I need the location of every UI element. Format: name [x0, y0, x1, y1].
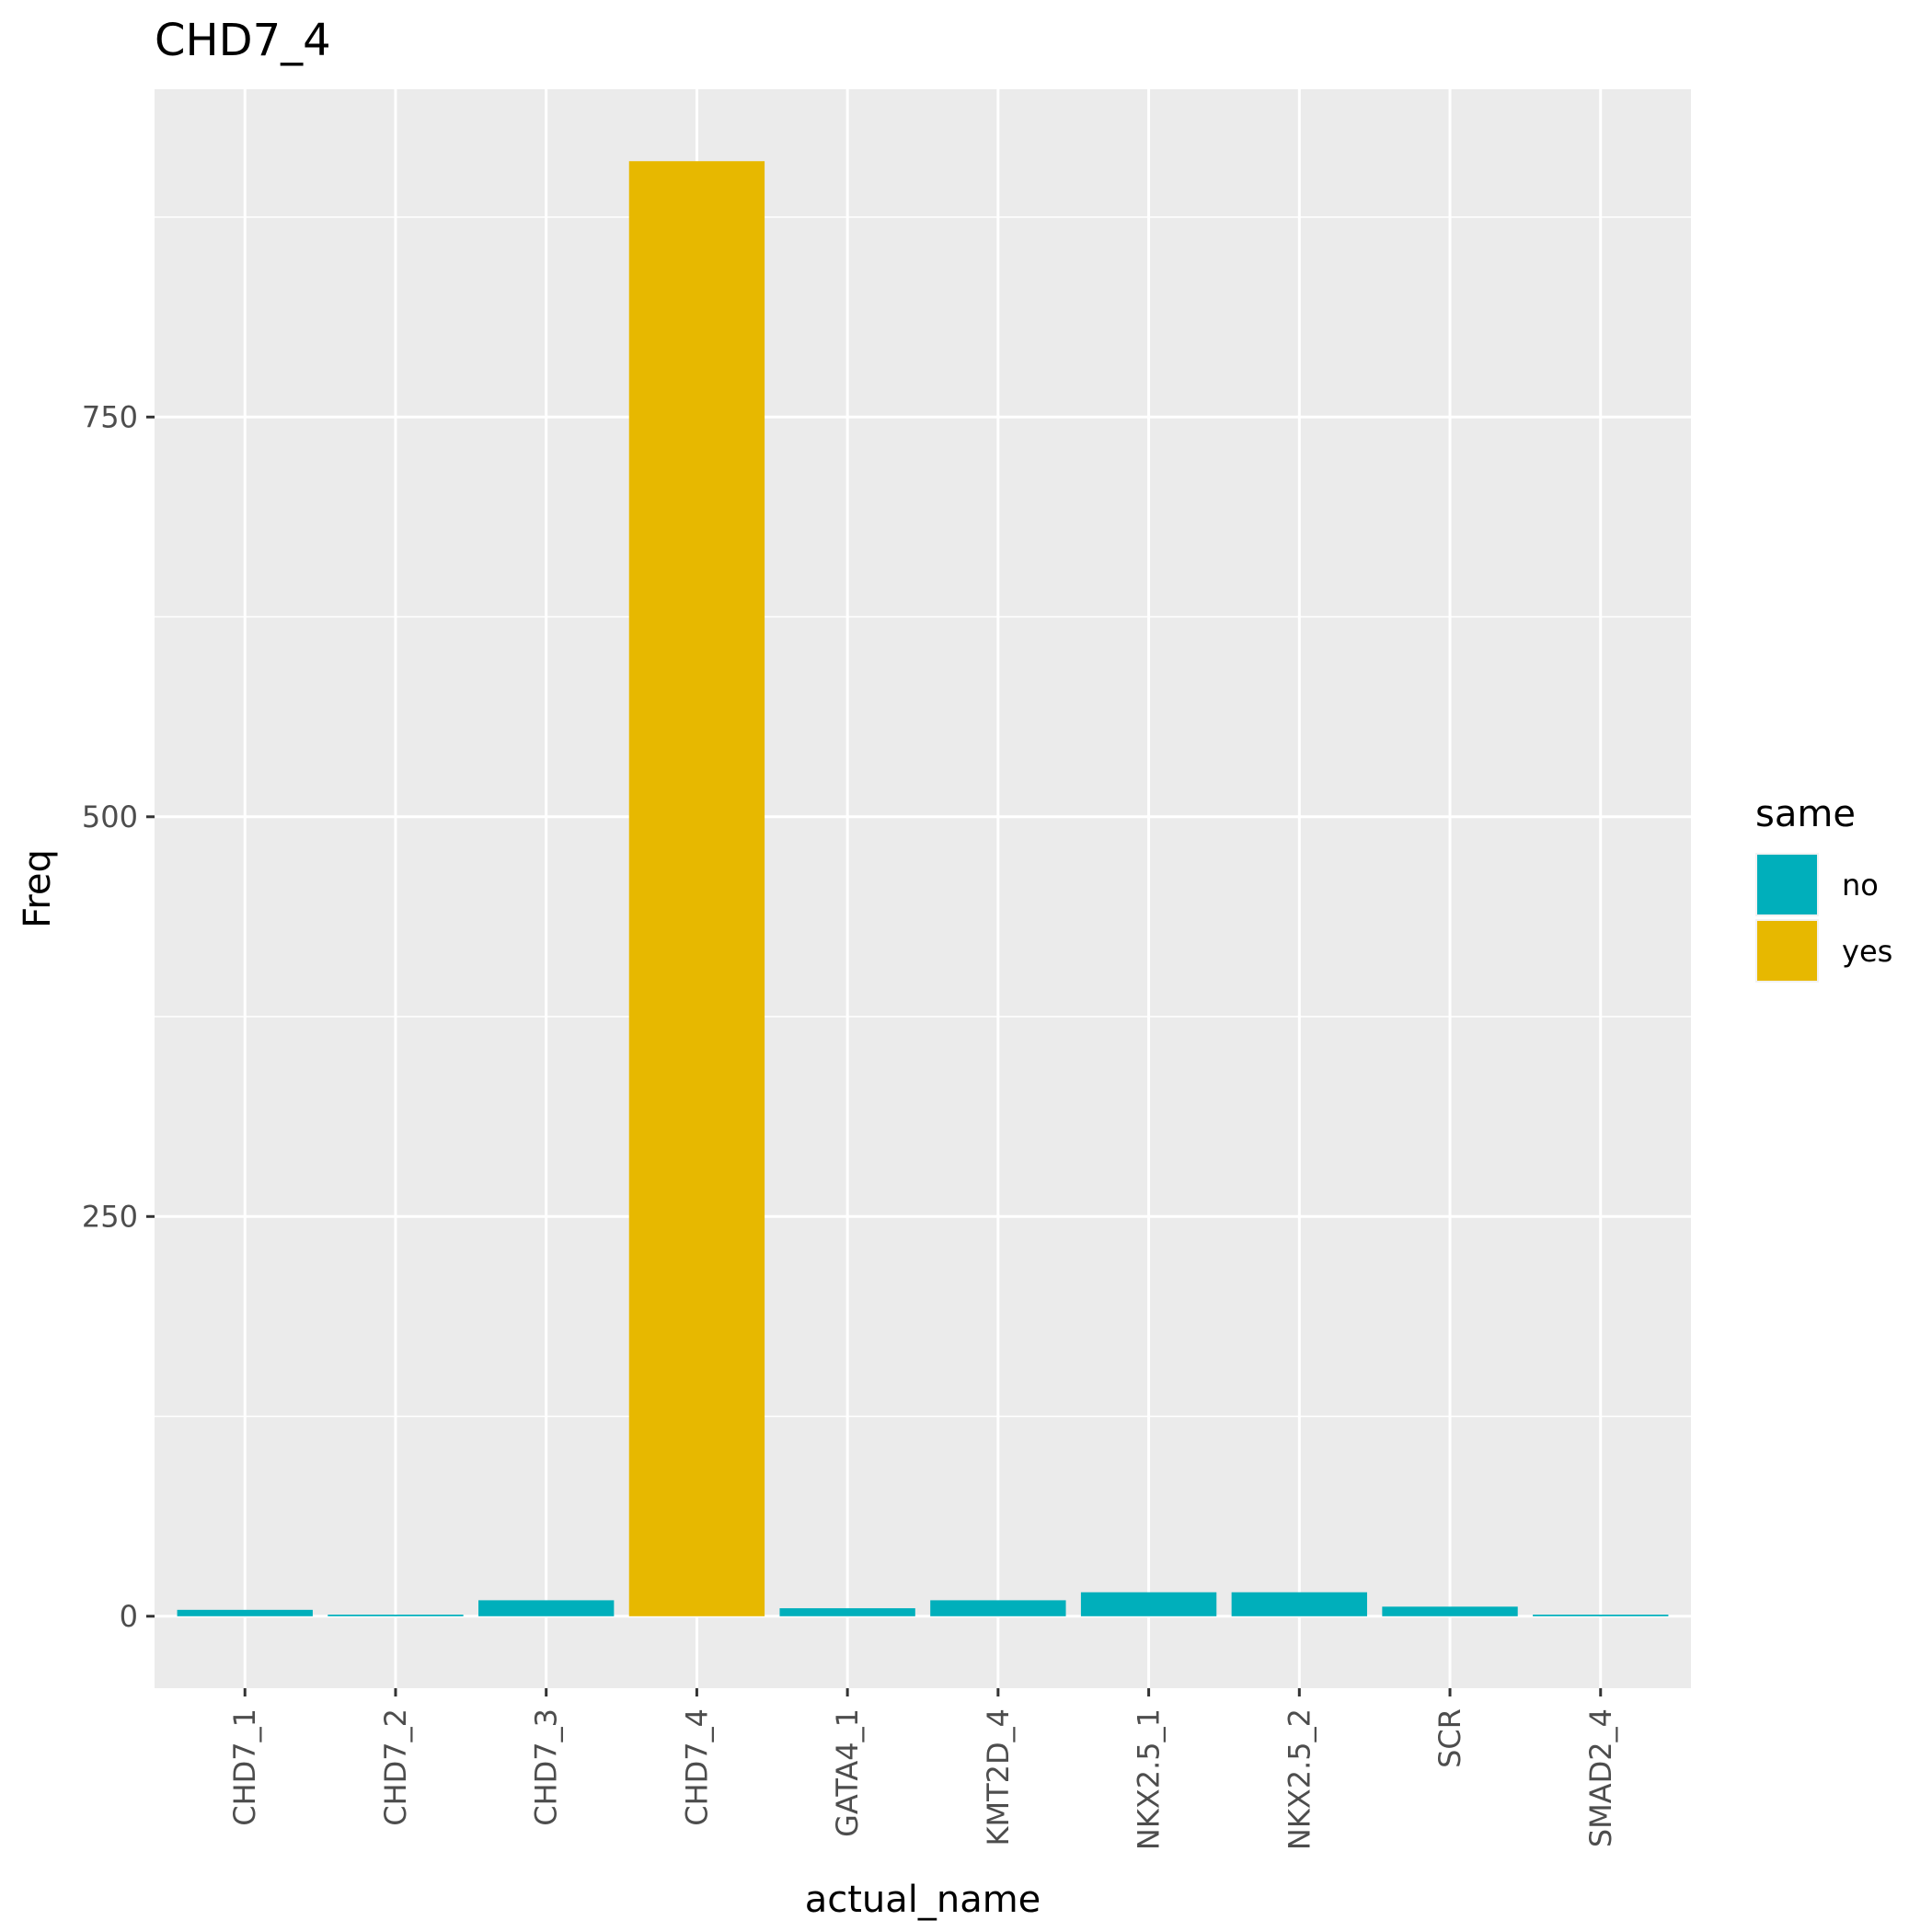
legend-title: same — [1755, 793, 1856, 835]
x-tick-label: SCR — [1432, 1708, 1467, 1768]
minor-gridlines — [155, 216, 1691, 1418]
bar-smad2-4 — [1533, 1615, 1669, 1616]
bar-chd7-4 — [628, 161, 765, 1616]
bar-chd7-1 — [177, 1609, 313, 1616]
plot-panel — [155, 89, 1691, 1688]
legend-swatch-no — [1757, 855, 1817, 914]
y-tick-label: 750 — [82, 399, 138, 434]
bar-chd7-2 — [328, 1615, 464, 1616]
bar-nkx2-5-2 — [1231, 1592, 1367, 1616]
legend-label-yes: yes — [1842, 934, 1892, 969]
x-tick-label: CHD7_2 — [378, 1708, 413, 1826]
bar-kmt2d-4 — [930, 1600, 1066, 1616]
x-tick-label: CHD7_3 — [529, 1708, 564, 1826]
y-tick-label: 0 — [120, 1599, 138, 1634]
y-axis-title: Freq — [17, 849, 59, 928]
legend: same no yes — [1755, 793, 1892, 983]
x-tick-label: GATA4_1 — [830, 1708, 865, 1837]
chart-title: CHD7_4 — [155, 15, 331, 66]
bar-gata4-1 — [779, 1608, 915, 1616]
bars — [177, 161, 1669, 1616]
x-tick-label: NKX2.5_2 — [1282, 1708, 1317, 1850]
bar-scr — [1382, 1606, 1518, 1616]
y-tick-label: 250 — [82, 1199, 138, 1234]
x-axis: CHD7_1 CHD7_2 CHD7_3 CHD7_4 GATA4_1 KMT2D_4 NK… — [227, 1688, 1618, 1850]
x-axis-title: actual_name — [805, 1879, 1041, 1921]
y-tick-label: 500 — [82, 799, 138, 834]
x-tick-label: SMAD2_4 — [1583, 1708, 1618, 1847]
x-tick-label: CHD7_1 — [227, 1708, 262, 1826]
bar-nkx2-5-1 — [1080, 1592, 1217, 1616]
y-axis: 0 250 500 750 — [82, 399, 155, 1634]
x-tick-label: CHD7_4 — [679, 1708, 714, 1826]
x-tick-label: KMT2D_4 — [981, 1708, 1016, 1846]
legend-swatch-yes — [1757, 921, 1817, 981]
bar-chd7-3 — [478, 1600, 615, 1616]
legend-label-no: no — [1842, 868, 1879, 903]
x-tick-label: NKX2.5_1 — [1132, 1708, 1167, 1850]
